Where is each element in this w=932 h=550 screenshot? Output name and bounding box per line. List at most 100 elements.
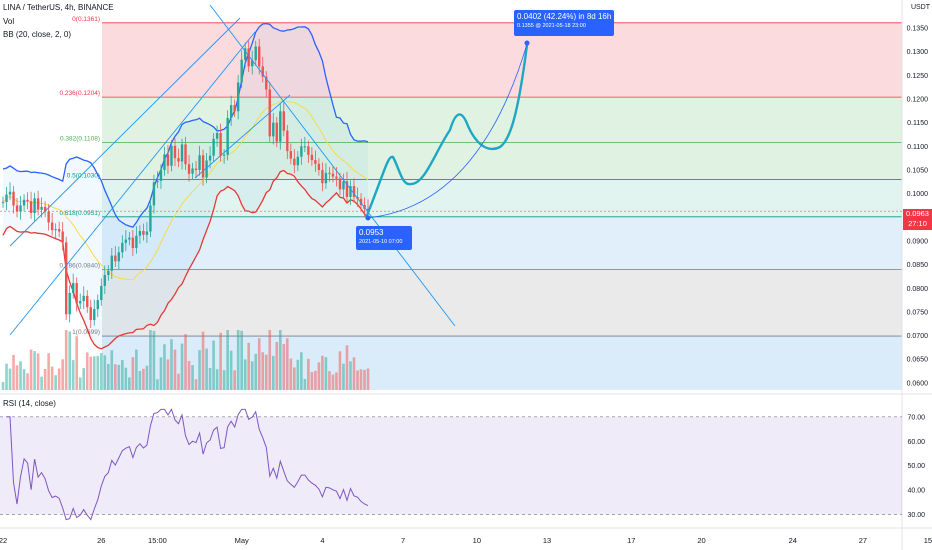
last-price-value: 0.0963 xyxy=(906,209,929,218)
volume-bar-96 xyxy=(338,351,342,390)
fib-zone-extension xyxy=(102,336,902,390)
bb-band-fill xyxy=(3,23,368,349)
candle-body-4 xyxy=(15,205,19,212)
candle-body-53 xyxy=(187,164,191,174)
volume-bar-17 xyxy=(61,359,64,390)
time-tick-7: 13 xyxy=(543,536,551,545)
candle-body-10 xyxy=(36,198,40,210)
time-tick-4: 4 xyxy=(320,536,324,545)
volume-bar-46 xyxy=(163,344,166,390)
price-tick-11: 0.0800 xyxy=(907,286,929,293)
candle-body-73 xyxy=(258,46,261,67)
candle-body-75 xyxy=(265,76,268,90)
price-tick-2: 0.1250 xyxy=(907,73,929,80)
candle-body-62 xyxy=(219,133,222,156)
fib-zone-3 xyxy=(102,179,902,217)
volume-bar-69 xyxy=(243,359,247,390)
volume-bar-58 xyxy=(205,348,208,390)
candle-body-3 xyxy=(12,191,15,206)
candle-body-25 xyxy=(89,307,92,320)
rsi-indicator-label: RSI (14, close) xyxy=(3,399,56,408)
volume-bar-31 xyxy=(110,350,114,390)
volume-bar-76 xyxy=(268,330,272,390)
projected-path xyxy=(364,44,529,219)
volume-bar-86 xyxy=(303,379,307,390)
candle-body-44 xyxy=(156,180,159,183)
volume-bar-51 xyxy=(180,343,184,390)
candle-body-54 xyxy=(191,168,194,174)
volume-bar-53 xyxy=(187,361,191,390)
price-tick-13: 0.0700 xyxy=(907,333,929,340)
candle-body-22 xyxy=(79,301,82,304)
currency-label: USDT xyxy=(910,4,930,11)
volume-bar-18 xyxy=(64,330,68,390)
candle-body-98 xyxy=(345,181,349,197)
volume-bar-87 xyxy=(307,358,310,390)
volume-bar-34 xyxy=(121,360,124,390)
candle-body-55 xyxy=(194,168,198,170)
volume-bar-102 xyxy=(359,369,363,390)
candle-body-5 xyxy=(19,205,22,212)
low-price-date: 2021-05-10 07:00 xyxy=(359,239,403,245)
volume-bar-26 xyxy=(92,356,96,390)
candle-body-12 xyxy=(43,206,47,212)
volume-bar-61 xyxy=(215,369,219,390)
price-tick-12: 0.0750 xyxy=(907,309,929,316)
volume-bar-47 xyxy=(166,359,170,390)
volume-bar-80 xyxy=(282,344,286,390)
candle-body-84 xyxy=(296,156,300,166)
volume-bar-19 xyxy=(68,331,71,390)
volume-bar-66 xyxy=(233,370,236,390)
candle-body-7 xyxy=(26,199,29,202)
volume-bar-50 xyxy=(177,373,180,390)
volume-bar-56 xyxy=(198,350,201,390)
volume-bar-73 xyxy=(257,338,261,390)
volume-bar-28 xyxy=(99,353,103,390)
time-tick-8: 17 xyxy=(627,536,635,545)
volume-bar-55 xyxy=(194,379,198,390)
candle-body-94 xyxy=(331,173,335,177)
volume-bar-2 xyxy=(8,368,12,390)
channel-lower-line xyxy=(9,31,256,336)
target-measure-callout[interactable]: 0.0402 (42.24%) in 8d 16h 0.1355 @ 2021-… xyxy=(514,10,614,36)
candle-body-31 xyxy=(110,255,114,271)
last-price-badge: 0.0963 27:10 xyxy=(903,209,932,230)
fib-zone-5 xyxy=(102,269,902,337)
candle-body-63 xyxy=(222,154,226,156)
candle-body-35 xyxy=(124,239,128,243)
price-tick-14: 0.0650 xyxy=(907,357,929,364)
volume-bar-21 xyxy=(75,336,79,390)
rsi-line xyxy=(6,408,369,521)
volume-bar-13 xyxy=(47,353,50,390)
fib-zone-2 xyxy=(102,142,902,180)
candle-body-50 xyxy=(177,158,180,162)
time-tick-6: 10 xyxy=(473,536,481,545)
candle-body-34 xyxy=(121,242,124,253)
candle-body-89 xyxy=(314,160,317,164)
low-price-callout[interactable]: 0.0953 2021-05-10 07:00 xyxy=(356,226,412,250)
price-tick-0: 0.1350 xyxy=(907,26,929,33)
candle-body-61 xyxy=(215,133,219,139)
candle-body-36 xyxy=(128,237,131,240)
price-tick-7: 0.1000 xyxy=(907,191,929,198)
volume-bar-84 xyxy=(296,359,300,390)
volume-bar-22 xyxy=(78,377,82,390)
candle-body-99 xyxy=(349,186,352,197)
price-tick-1: 0.1300 xyxy=(907,49,929,56)
volume-bar-48 xyxy=(170,339,173,390)
candle-body-102 xyxy=(359,198,363,205)
price-tick-3: 0.1200 xyxy=(907,97,929,104)
volume-bar-93 xyxy=(328,371,331,390)
volume-bar-72 xyxy=(254,353,258,390)
candle-body-51 xyxy=(180,144,184,162)
candle-body-83 xyxy=(293,158,296,166)
candle-body-90 xyxy=(317,163,321,170)
volume-bar-59 xyxy=(208,368,212,390)
candle-body-24 xyxy=(86,295,89,308)
price-tick-9: 0.0900 xyxy=(907,238,929,245)
target-measure-detail: 0.1355 @ 2021-05-18 23:00 xyxy=(517,23,586,29)
descending-trend-line xyxy=(209,4,456,327)
candle-body-48 xyxy=(170,145,173,166)
volume-bar-101 xyxy=(356,370,359,390)
